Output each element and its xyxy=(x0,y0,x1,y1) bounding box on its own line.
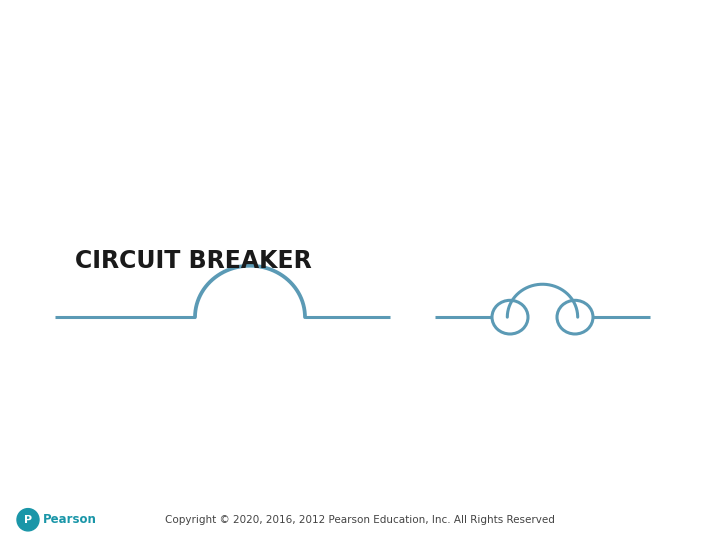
Circle shape xyxy=(17,509,39,531)
Text: Copyright © 2020, 2016, 2012 Pearson Education, Inc. All Rights Reserved: Copyright © 2020, 2016, 2012 Pearson Edu… xyxy=(165,515,555,525)
Text: Figure 44.9 Electrical symbols used to represent
circuit breakers: Figure 44.9 Electrical symbols used to r… xyxy=(19,29,646,83)
Text: P: P xyxy=(24,515,32,525)
Text: Pearson: Pearson xyxy=(43,513,97,526)
Text: CIRCUIT BREAKER: CIRCUIT BREAKER xyxy=(75,249,312,273)
